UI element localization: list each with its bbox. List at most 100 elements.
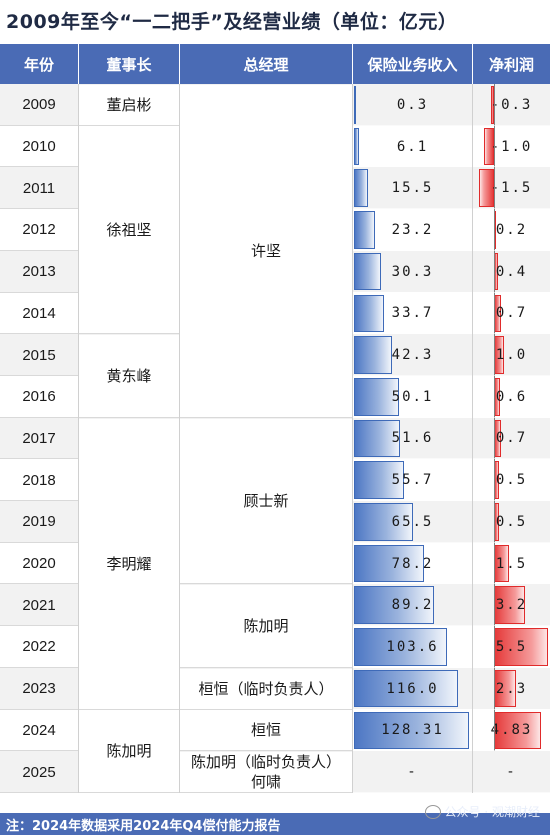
row-divider	[353, 333, 550, 335]
profit-label: 0.5	[495, 513, 528, 530]
chart-title: 2009年至今“一二把手”及经营业绩（单位：亿元）	[6, 10, 458, 33]
gm-name: 陈加明	[243, 617, 289, 636]
year-cell: 2021	[22, 596, 56, 614]
revenue-label: 116.0	[386, 680, 439, 697]
footer-note: 注：2024年数据采用2024年Q4偿付能力报告	[6, 818, 281, 834]
gm-cell	[180, 752, 352, 793]
profit-label: -1.0	[490, 138, 533, 155]
header-gm: 总经理	[180, 44, 353, 84]
chairman-cell	[79, 126, 179, 335]
revenue-label: 65.5	[391, 513, 434, 530]
year-cell: 2014	[22, 304, 56, 322]
revenue-bar	[354, 419, 401, 458]
chairman-cell	[79, 418, 179, 710]
revenue-label: 103.6	[386, 638, 439, 655]
revenue-bar	[354, 127, 360, 166]
gm-cell	[180, 585, 352, 668]
row-divider	[353, 374, 550, 376]
gm-name: 陈加明（临时负责人） 何啸	[190, 753, 341, 792]
revenue-bar	[354, 86, 356, 124]
row-divider	[353, 708, 550, 710]
gm-cell	[180, 418, 352, 585]
year-cell: 2024	[22, 721, 56, 739]
block-divider	[79, 708, 179, 710]
revenue-label: 23.2	[391, 221, 434, 238]
gm-cell	[180, 710, 352, 752]
revenue-bar	[354, 461, 405, 499]
year-cell: 2025	[22, 763, 56, 781]
revenue-label: 89.2	[391, 597, 434, 614]
profit-label: 4.83	[490, 722, 533, 739]
profit-label: 0.6	[495, 388, 528, 405]
row-divider	[0, 333, 78, 335]
revenue-label: 42.3	[391, 347, 434, 364]
profit-label: 0.2	[495, 221, 528, 238]
row-divider	[353, 166, 550, 168]
header-year: 年份	[0, 44, 79, 84]
gm-cell	[180, 668, 352, 710]
chairman-name: 董启彬	[106, 95, 152, 114]
year-cell: 2015	[22, 346, 56, 364]
block-divider	[180, 666, 352, 668]
year-cell: 2009	[22, 96, 56, 114]
profit-label: -	[506, 764, 517, 781]
row-divider	[0, 249, 78, 251]
revenue-bar	[354, 169, 368, 208]
row-divider	[0, 500, 78, 501]
profit-label: 1.5	[495, 555, 528, 572]
row-divider	[0, 541, 78, 543]
column-divider	[352, 84, 353, 793]
row-divider	[353, 750, 550, 752]
row-divider	[353, 249, 550, 251]
row-divider	[0, 166, 78, 168]
gm-name: 许坚	[250, 241, 281, 260]
header-chairman: 董事长	[79, 44, 180, 84]
table-header: 年份 董事长 总经理 保险业务收入 净利润	[0, 44, 550, 84]
column-divider	[472, 84, 473, 793]
revenue-label: -	[407, 764, 418, 781]
block-divider	[180, 708, 352, 710]
row-divider	[0, 458, 78, 460]
profit-bar	[493, 586, 526, 625]
profit-bar	[493, 628, 548, 666]
profit-label: 5.5	[495, 638, 528, 655]
revenue-label: 51.6	[391, 430, 434, 447]
row-divider	[353, 416, 550, 418]
revenue-label: 50.1	[391, 388, 434, 405]
watermark: 公众号 · 观潮财经	[424, 803, 540, 820]
block-divider	[180, 416, 352, 418]
profit-label: -1.5	[490, 180, 533, 197]
header-profit: 净利润	[488, 55, 534, 74]
profit-bar	[493, 711, 542, 750]
profit-label: 0.4	[495, 263, 528, 280]
row-divider	[0, 708, 78, 710]
row-divider	[0, 583, 78, 585]
profit-label: -0.3	[490, 96, 533, 113]
watermark-text: 公众号 · 观潮财经	[444, 805, 540, 819]
wechat-icon	[424, 804, 441, 819]
row-divider	[353, 666, 550, 668]
chairman-name: 徐祖坚	[106, 220, 152, 239]
row-divider	[0, 374, 78, 376]
row-divider	[353, 458, 550, 460]
block-divider	[79, 333, 179, 335]
year-cell: 2020	[22, 555, 56, 573]
revenue-label: 78.2	[391, 555, 434, 572]
row-divider	[353, 124, 550, 126]
revenue-bar	[354, 211, 375, 249]
gm-name: 顾士新	[243, 491, 289, 510]
revenue-label: 0.3	[396, 96, 429, 113]
row-divider	[353, 541, 550, 543]
revenue-label: 128.31	[381, 722, 444, 739]
gm-cell	[180, 85, 352, 418]
row-divider	[0, 124, 78, 126]
gm-name: 桓恒	[250, 721, 281, 740]
row-divider	[353, 208, 550, 210]
data-table: 2009 2010 2011 2012 2013 2014 2015 2016 2017 2018…	[0, 84, 550, 813]
chairman-name: 黄东峰	[106, 366, 152, 385]
profit-bar	[490, 86, 494, 124]
chairman-cell	[79, 335, 179, 418]
header-revenue: 保险业务收入	[353, 44, 473, 84]
year-cell: 2022	[22, 638, 56, 656]
year-cell: 2012	[22, 221, 56, 239]
